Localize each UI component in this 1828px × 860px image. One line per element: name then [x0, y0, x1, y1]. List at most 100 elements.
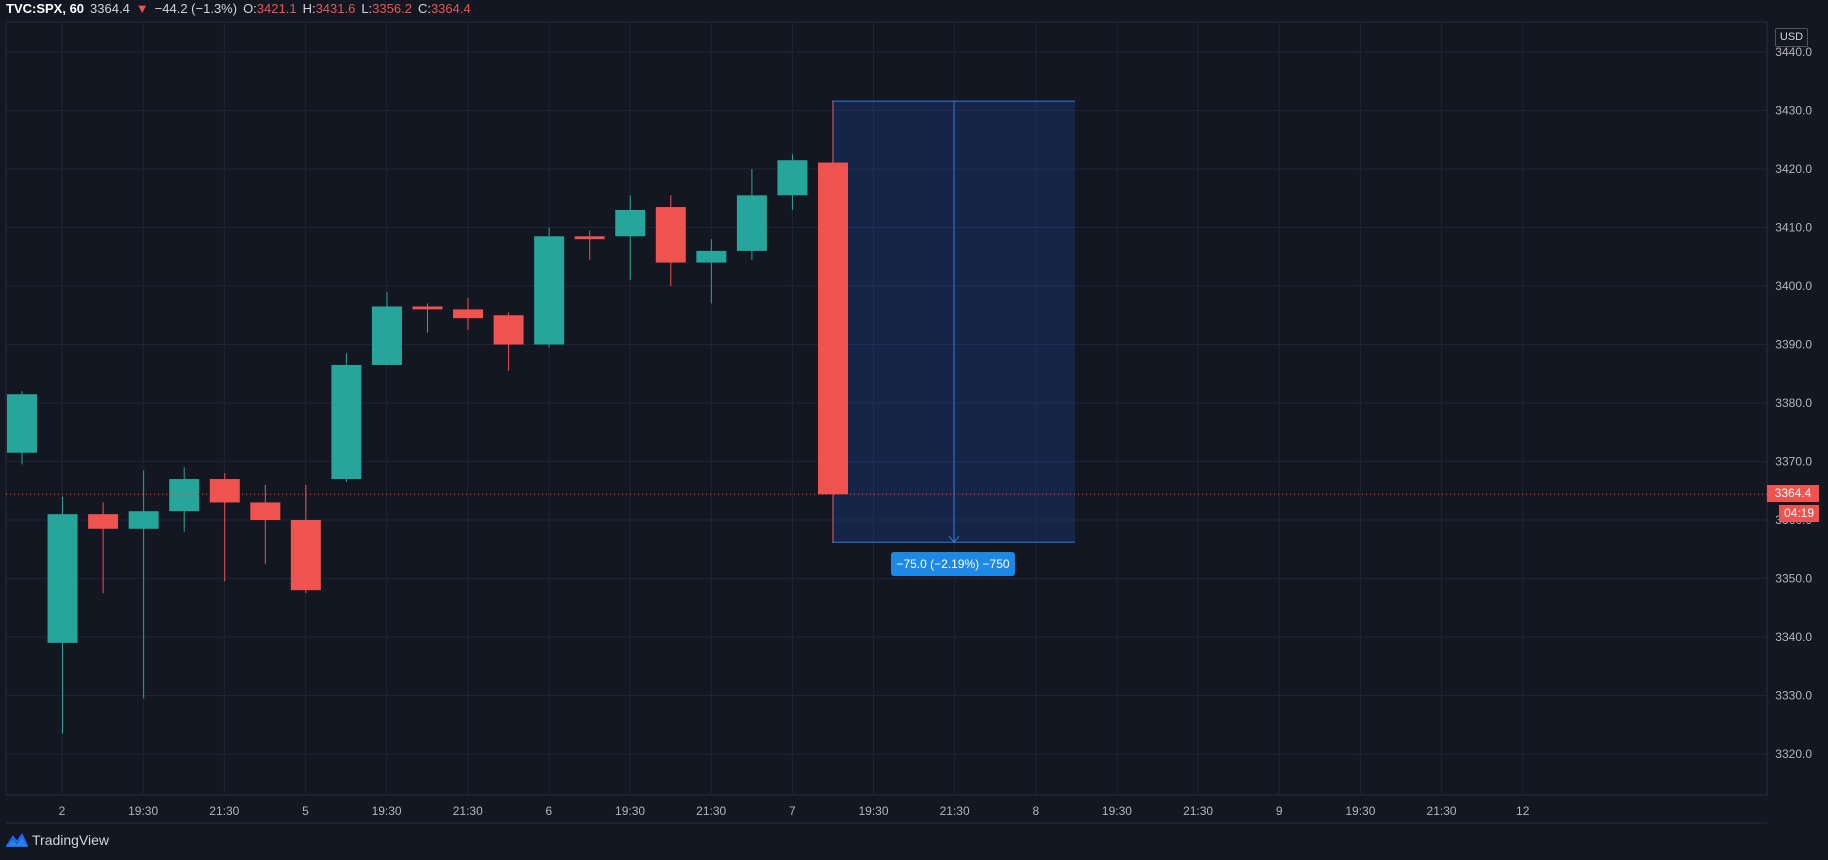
candle-body	[209, 479, 240, 503]
candle	[128, 470, 159, 699]
candle-body	[736, 195, 767, 251]
down-arrow-icon: ▼	[135, 1, 149, 16]
price-tick-label: 3390.0	[1775, 338, 1812, 352]
price-tick-label: 3440.0	[1775, 45, 1812, 59]
candle	[574, 230, 605, 260]
candle	[88, 502, 119, 594]
candle	[777, 154, 808, 210]
price-tick-label: 3430.0	[1775, 104, 1812, 118]
time-tick-label: 5	[302, 804, 309, 818]
candle-body	[290, 520, 321, 591]
time-tick-label: 21:30	[1427, 804, 1457, 818]
candle-body	[453, 309, 484, 319]
price-tick-label: 3320.0	[1775, 747, 1812, 761]
candle	[818, 101, 848, 543]
time-tick-label: 19:30	[1345, 804, 1375, 818]
open-value: 3421.1	[256, 1, 297, 16]
candle-body	[655, 207, 686, 263]
measure-arrow-icon	[948, 535, 960, 544]
time-tick-label: 12	[1516, 804, 1530, 818]
candle-body	[818, 162, 848, 495]
candle-body	[777, 160, 808, 196]
candle-body	[574, 236, 605, 240]
time-tick-label: 7	[789, 804, 796, 818]
candle-body	[7, 394, 37, 453]
grid	[5, 21, 1768, 824]
candle-body	[534, 236, 565, 345]
candle	[453, 297, 484, 330]
candle	[534, 227, 565, 348]
last-price: 3364.4	[90, 1, 130, 16]
price-tick-label: 3370.0	[1775, 455, 1812, 469]
brand-logo[interactable]: TradingView	[6, 832, 109, 848]
time-tick-label: 21:30	[696, 804, 726, 818]
tradingview-logo-icon	[6, 833, 28, 847]
last-price-tag: 3364.4	[1767, 485, 1819, 503]
candle	[696, 239, 727, 304]
time-tick-label: 8	[1032, 804, 1039, 818]
low-value: 3356.2	[372, 1, 412, 16]
time-tick-label: 19:30	[372, 804, 402, 818]
price-change: −44.2 (−1.3%)	[154, 1, 238, 16]
close-value: 3364.4	[430, 1, 471, 16]
candle	[169, 467, 200, 532]
candle	[331, 353, 362, 482]
candle-body	[88, 514, 119, 529]
candle	[371, 291, 402, 365]
candle	[250, 484, 281, 564]
price-tick-label: 3380.0	[1775, 396, 1812, 410]
price-tick-label: 3410.0	[1775, 221, 1812, 235]
candle	[493, 312, 524, 371]
low-label: L:	[361, 1, 373, 16]
close-label: C:	[417, 1, 431, 16]
candle	[655, 195, 686, 286]
symbol-name[interactable]: TVC:SPX, 60	[6, 1, 85, 16]
time-tick-label: 9	[1276, 804, 1283, 818]
candle	[209, 473, 240, 582]
candle-body	[128, 511, 159, 529]
time-tick-label: 19:30	[128, 804, 158, 818]
time-tick-label: 21:30	[453, 804, 483, 818]
symbol-legend: TVC:SPX, 60 3364.4 ▼ −44.2 (−1.3%) O:342…	[6, 1, 471, 16]
candles	[6, 101, 1767, 734]
time-tick-label: 6	[546, 804, 553, 818]
candle	[615, 195, 646, 281]
time-tick-label: 19:30	[1102, 804, 1132, 818]
price-tick-label: 3340.0	[1775, 630, 1812, 644]
plot-frame	[5, 21, 1768, 796]
price-tick-label: 3330.0	[1775, 689, 1812, 703]
candle	[412, 303, 443, 333]
measure-tool[interactable]	[832, 100, 1075, 544]
open-label: O:	[243, 1, 257, 16]
measure-label: −75.0 (−2.19%) −750	[891, 552, 1015, 576]
price-axis[interactable]: 3320.03330.03340.03350.03360.03370.03380…	[1775, 45, 1812, 761]
candle-body	[250, 502, 281, 520]
candle-body	[169, 479, 200, 512]
high-label: H:	[302, 1, 316, 16]
candle	[47, 496, 78, 734]
candle-body	[412, 306, 443, 310]
time-tick-label: 21:30	[209, 804, 239, 818]
candle	[290, 484, 321, 594]
price-tick-label: 3400.0	[1775, 279, 1812, 293]
price-tick-label: 3350.0	[1775, 572, 1812, 586]
brand-name: TradingView	[32, 832, 110, 848]
time-tick-label: 19:30	[615, 804, 645, 818]
time-tick-label: 2	[59, 804, 66, 818]
candle-body	[615, 209, 646, 237]
price-tick-label: 3420.0	[1775, 162, 1812, 176]
candle-body	[493, 315, 524, 345]
time-tick-label: 21:30	[940, 804, 970, 818]
candle-body	[371, 306, 402, 365]
bar-countdown: 04:19	[1779, 505, 1819, 522]
time-tick-label: 21:30	[1183, 804, 1213, 818]
candle-body	[696, 250, 727, 263]
high-value: 3431.6	[315, 1, 356, 16]
candle	[736, 169, 767, 260]
candle-body	[47, 514, 78, 643]
time-axis[interactable]: 2 19:30 21:30 5 19:30 21:30 6 19:30 21:30 7 19:30 2…	[59, 804, 1530, 818]
candle-body	[331, 364, 362, 480]
candle	[7, 391, 37, 465]
currency-button[interactable]: USD	[1775, 28, 1808, 47]
